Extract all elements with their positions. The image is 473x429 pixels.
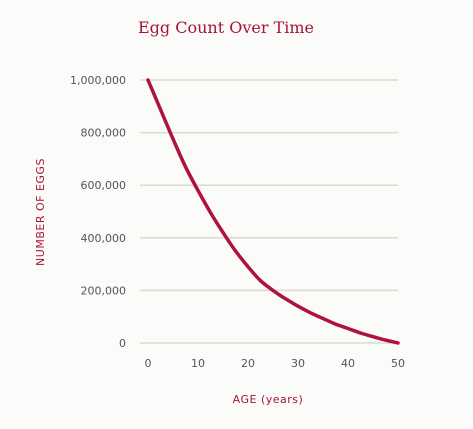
x-axis-label: AGE (years) — [233, 393, 304, 406]
y-tick-label: 600,000 — [81, 179, 127, 192]
x-tick-label: 20 — [241, 357, 255, 370]
x-tick-label: 0 — [145, 357, 152, 370]
y-tick-labels: 0 200,000 400,000 600,000 800,000 1,000,000 — [70, 74, 126, 350]
chart-title: Egg Count Over Time — [138, 18, 314, 37]
y-tick-label: 0 — [119, 337, 126, 350]
y-axis-label: NUMBER OF EGGS — [34, 158, 47, 266]
x-tick-label: 10 — [191, 357, 205, 370]
x-tick-labels: 0 10 20 30 40 50 — [145, 357, 406, 370]
y-tick-label: 800,000 — [81, 127, 127, 140]
x-tick-label: 50 — [391, 357, 405, 370]
y-tick-label: 200,000 — [81, 284, 127, 297]
x-tick-label: 40 — [341, 357, 355, 370]
y-tick-label: 400,000 — [81, 232, 127, 245]
gridlines — [140, 79, 398, 344]
egg-count-line — [146, 78, 400, 345]
x-tick-label: 30 — [291, 357, 305, 370]
y-tick-label: 1,000,000 — [70, 74, 126, 87]
